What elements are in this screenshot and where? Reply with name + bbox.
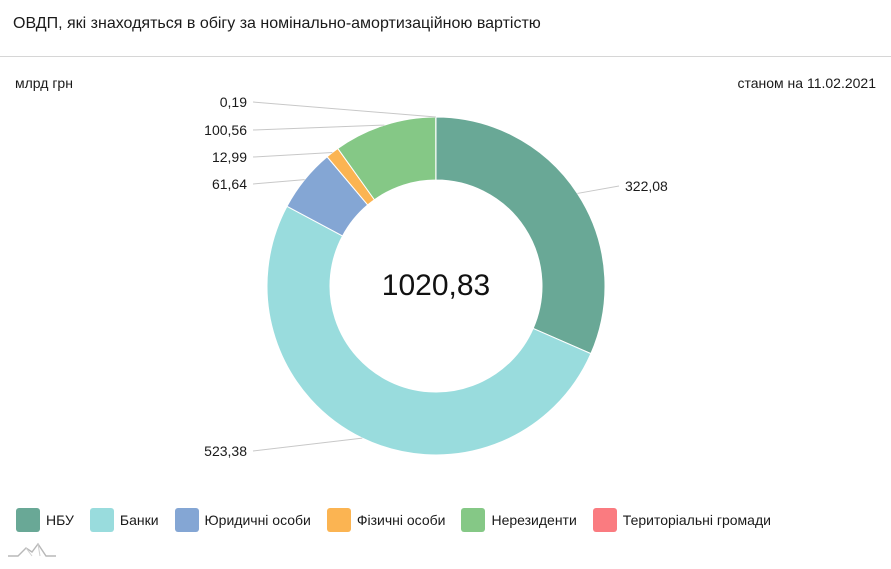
- leader-line-3: [252, 152, 333, 158]
- chart-title: ОВДП, які знаходяться в обігу за номінал…: [13, 15, 541, 32]
- legend-item-5[interactable]: Територіальні громади: [592, 508, 771, 532]
- legend-label: НБУ: [46, 512, 74, 528]
- legend-item-1[interactable]: Банки: [89, 508, 159, 532]
- data-label-2: 61,64: [212, 176, 247, 192]
- as-of-date: станом на 11.02.2021: [737, 75, 876, 91]
- donut-slice-1[interactable]: [266, 205, 592, 456]
- legend-label: Фізичні особи: [356, 512, 446, 528]
- data-label-5: 0,19: [220, 94, 247, 110]
- legend-item-2[interactable]: Юридичні особи: [174, 508, 311, 532]
- leader-line-0: [577, 185, 620, 194]
- leader-line-1: [252, 437, 363, 452]
- legend-item-3[interactable]: Фізичні особи: [326, 508, 446, 532]
- data-label-0: 322,08: [625, 178, 668, 194]
- legend-label: Юридичні особи: [204, 512, 311, 528]
- data-label-3: 12,99: [212, 149, 247, 165]
- legend-label: Нерезиденти: [491, 512, 577, 528]
- legend-swatch: [16, 508, 40, 532]
- legend-swatch: [461, 508, 486, 532]
- legend-swatch: [326, 508, 351, 532]
- legend-item-0[interactable]: НБУ: [16, 508, 74, 532]
- legend-swatch: [174, 508, 199, 532]
- logo-icon: [8, 542, 56, 557]
- leader-line-4: [252, 124, 385, 131]
- legend-swatch: [592, 508, 617, 532]
- units-label: млрд грн: [15, 75, 73, 91]
- data-label-1: 523,38: [204, 443, 247, 459]
- legend-item-4[interactable]: Нерезиденти: [461, 508, 577, 532]
- legend-swatch: [89, 508, 114, 532]
- header-divider: [0, 56, 891, 57]
- legend-label: Банки: [119, 512, 159, 528]
- leader-line-5: [252, 101, 436, 118]
- leader-line-2: [252, 179, 305, 185]
- donut-chart: 322,08 523,38 61,64 12,99 100,56 0,19 1020,83: [204, 94, 668, 459]
- legend-label: Територіальні громади: [622, 512, 771, 528]
- data-label-4: 100,56: [204, 122, 247, 138]
- center-total: 1020,83: [382, 269, 490, 302]
- donut-slice-0[interactable]: [435, 116, 606, 355]
- chart-legend: НБУ Банки Юридичні особи Фізичні особи Нерез…: [16, 508, 787, 532]
